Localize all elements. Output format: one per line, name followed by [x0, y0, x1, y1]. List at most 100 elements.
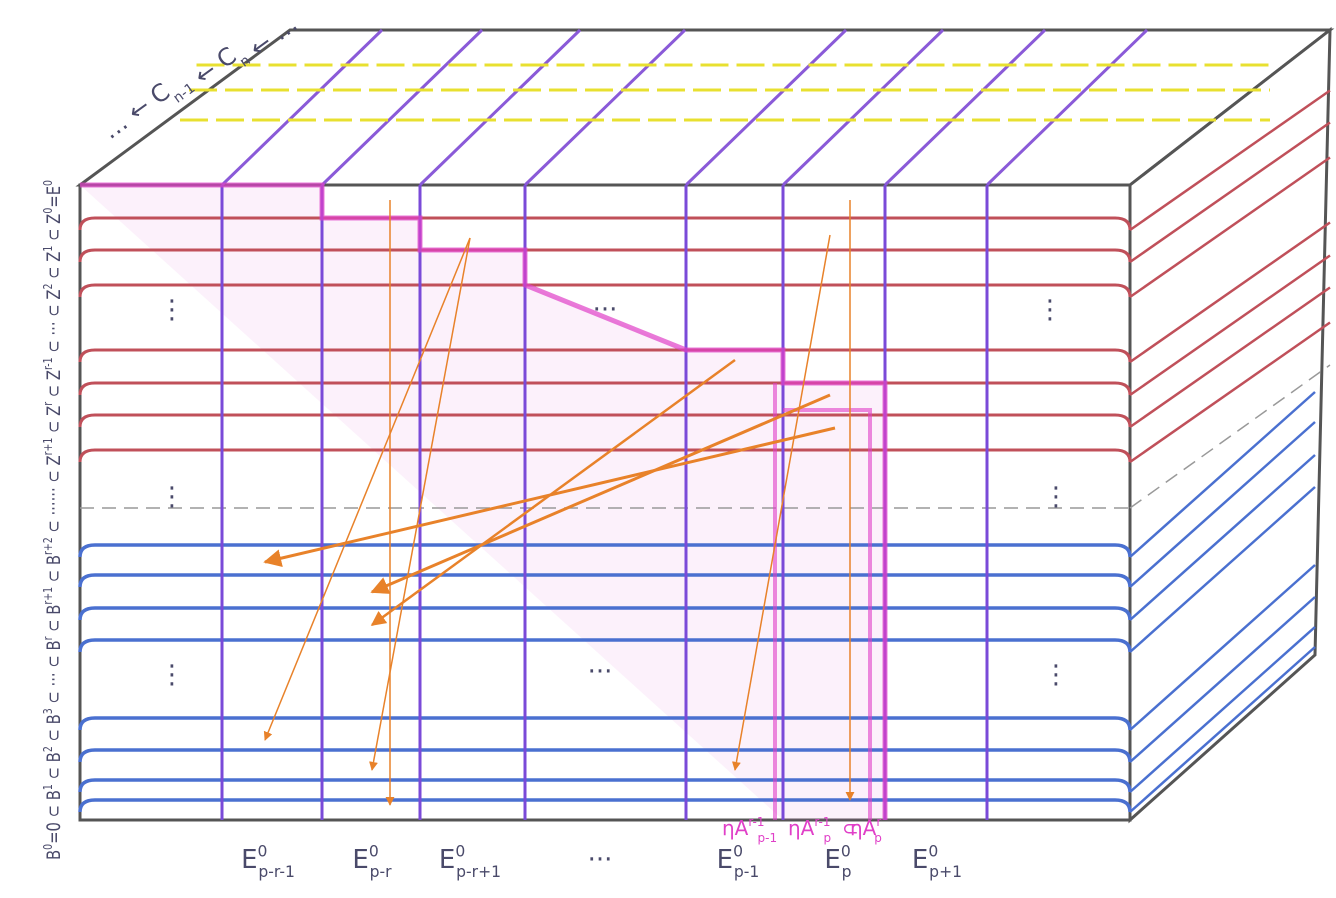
label-sup: 0: [928, 842, 938, 860]
blue-side-line: [1129, 391, 1316, 558]
chain-sup: 0: [41, 844, 55, 850]
label: ···: [588, 845, 613, 875]
label-sup: 0: [455, 842, 465, 860]
chain-part: B: [43, 640, 65, 650]
chain-part: Z: [43, 214, 65, 224]
label-sup: 0: [841, 842, 851, 860]
chain-part: ⊂: [43, 380, 65, 402]
chain-part: ⊂ ··· ⊂: [43, 651, 65, 709]
label-sup: 0: [258, 842, 268, 860]
blue-side-line: [1129, 626, 1316, 793]
chain-sup: r-1: [41, 357, 55, 370]
label-sub: p-r+1: [456, 863, 501, 881]
label-base: E: [241, 845, 257, 875]
label-base: E: [352, 845, 368, 875]
chain-sup: 1: [41, 246, 55, 252]
chain-sup: r: [41, 402, 55, 406]
chain-sup: r+1: [41, 587, 55, 605]
chain-part: Z: [43, 289, 65, 299]
ellipsis: ⋮: [1043, 482, 1069, 512]
left-chain: B0=0 ⊂ B1 ⊂ B2 ⊂ B3 ⊂ ··· ⊂ Br ⊂ Br+1 ⊂ …: [41, 180, 65, 860]
ellipsis: ⋮: [1037, 295, 1063, 325]
blue-side-line: [1129, 564, 1316, 731]
label-base: ηA: [850, 816, 877, 840]
red-row-line: [78, 348, 1132, 363]
label-sup: 0: [733, 842, 743, 860]
chain-part: ⊂: [43, 262, 65, 284]
red-side-line: [1129, 221, 1331, 364]
blue-row-line: [78, 748, 1132, 763]
blue-row-line: [78, 716, 1132, 731]
chain-part: ⊂: [43, 224, 65, 246]
blue-row-line: [78, 606, 1132, 621]
chain-part: B: [43, 605, 65, 615]
chain-sup: 2: [41, 746, 55, 752]
differential-arrow: [263, 237, 471, 741]
label-base: ⊂: [842, 816, 859, 840]
blue-side-line: [1129, 486, 1316, 653]
red-row-line: [78, 283, 1132, 298]
dashed-divider: [1129, 364, 1331, 509]
chain-part: Z: [43, 406, 65, 416]
red-side-line: [1129, 89, 1331, 232]
red-row-line: [78, 216, 1132, 231]
label-base: E: [912, 845, 928, 875]
label-sup: 0: [369, 842, 379, 860]
red-row-line: [78, 413, 1132, 428]
chain-part: =0 ⊂: [43, 800, 65, 844]
pink-inner: [783, 408, 872, 820]
chain-part: E: [43, 186, 65, 195]
front-face: [78, 183, 1132, 822]
label-sub: p: [874, 831, 882, 845]
red-side-line: [1129, 286, 1331, 429]
label-sub: p: [824, 831, 832, 845]
blue-side-line: [1129, 646, 1316, 813]
chain-sup: r+1: [41, 438, 55, 456]
chain-part: ⊂ ······ ⊂: [43, 465, 65, 537]
ellipsis: ⋮: [159, 660, 185, 690]
ellipsis: ⋮: [159, 295, 185, 325]
differential-arrow: [370, 393, 831, 594]
blue-row-line: [78, 778, 1132, 793]
chain-part: Z: [43, 252, 65, 262]
label-sub: p-r: [370, 863, 393, 881]
top-column-line: [985, 28, 1149, 187]
blue-row-line: [78, 543, 1132, 558]
label: E0p-1​: [717, 842, 760, 881]
differential-arrow: [370, 358, 736, 627]
pink-staircase: [80, 182, 888, 820]
label: ηAr-1p-1​: [722, 815, 777, 845]
pink-shade: [80, 185, 885, 820]
label-sub: p: [842, 863, 852, 881]
label-sub: p-1: [734, 863, 759, 881]
chain-sup: 2: [41, 284, 55, 290]
chain-sup: r: [41, 636, 55, 640]
label-sup: r: [876, 815, 881, 829]
chain-sup: 1: [41, 784, 55, 790]
label: E0p-r​: [352, 842, 392, 881]
red-row-line: [78, 381, 1132, 396]
top-column-line: [320, 28, 484, 187]
label-sub: p-1: [758, 831, 778, 845]
top-column-line: [883, 28, 1047, 187]
label: E0p-r+1​: [439, 842, 501, 881]
red-row-line: [78, 448, 1132, 463]
label-sup: r-1: [814, 815, 830, 829]
chain-sup: r+2: [41, 537, 55, 555]
blue-side-line: [1129, 454, 1316, 621]
label: ⊂: [842, 816, 859, 840]
ellipsis: ⋮: [1043, 660, 1069, 690]
label-base: E: [824, 845, 840, 875]
chain-part: B: [43, 790, 65, 800]
label: E0p​: [824, 842, 851, 881]
red-side-line: [1129, 156, 1331, 299]
label: E0p+1​: [912, 842, 962, 881]
label: E0p-r-1​: [241, 842, 295, 881]
label-sub: p-r-1: [258, 863, 295, 881]
top-column-line: [523, 28, 687, 187]
differential-arrow: [263, 426, 836, 568]
top-column-line: [781, 28, 945, 187]
labels: … ← Cn-1 ← Cn ← …B0=0 ⊂ B1 ⊂ B2 ⊂ B3 ⊂ ·…: [41, 9, 1069, 881]
label-sub: p+1: [929, 863, 962, 881]
